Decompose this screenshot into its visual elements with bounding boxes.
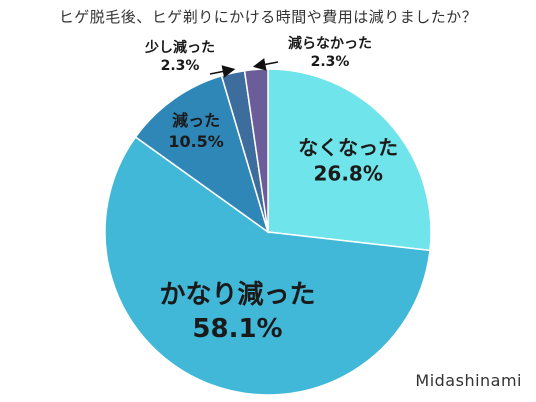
- slice-label-nakunatta: なくなった: [298, 135, 398, 159]
- slice-value-nakunatta: 26.8%: [314, 161, 383, 185]
- pie-slice-hetta: [134, 74, 270, 234]
- slice-value-kanari-hetta: 58.1%: [192, 314, 282, 344]
- pie-slice-kanari-hetta: [104, 135, 431, 396]
- slice-value-sukoshi-hetta: 2.3%: [161, 58, 200, 74]
- leader-line-heranakatta: [252, 58, 279, 71]
- watermark: Midashinami: [415, 371, 522, 390]
- slice-label-heranakatta: 減らなかった: [288, 35, 372, 52]
- leader-line-sukoshi-hetta: [209, 65, 236, 78]
- slice-label-hetta: 減った: [172, 111, 220, 130]
- slice-label-kanari-hetta: かなり減った: [159, 280, 315, 310]
- pie-slice-nakunatta: [267, 68, 432, 252]
- slice-label-sukoshi-hetta: 少し減った: [144, 39, 215, 56]
- chart-title: ヒゲ脱毛後、ヒゲ剃りにかける時間や費用は減りましたか？: [58, 8, 478, 26]
- slice-value-heranakatta: 2.3%: [311, 54, 350, 70]
- slice-value-hetta: 10.5%: [168, 132, 224, 151]
